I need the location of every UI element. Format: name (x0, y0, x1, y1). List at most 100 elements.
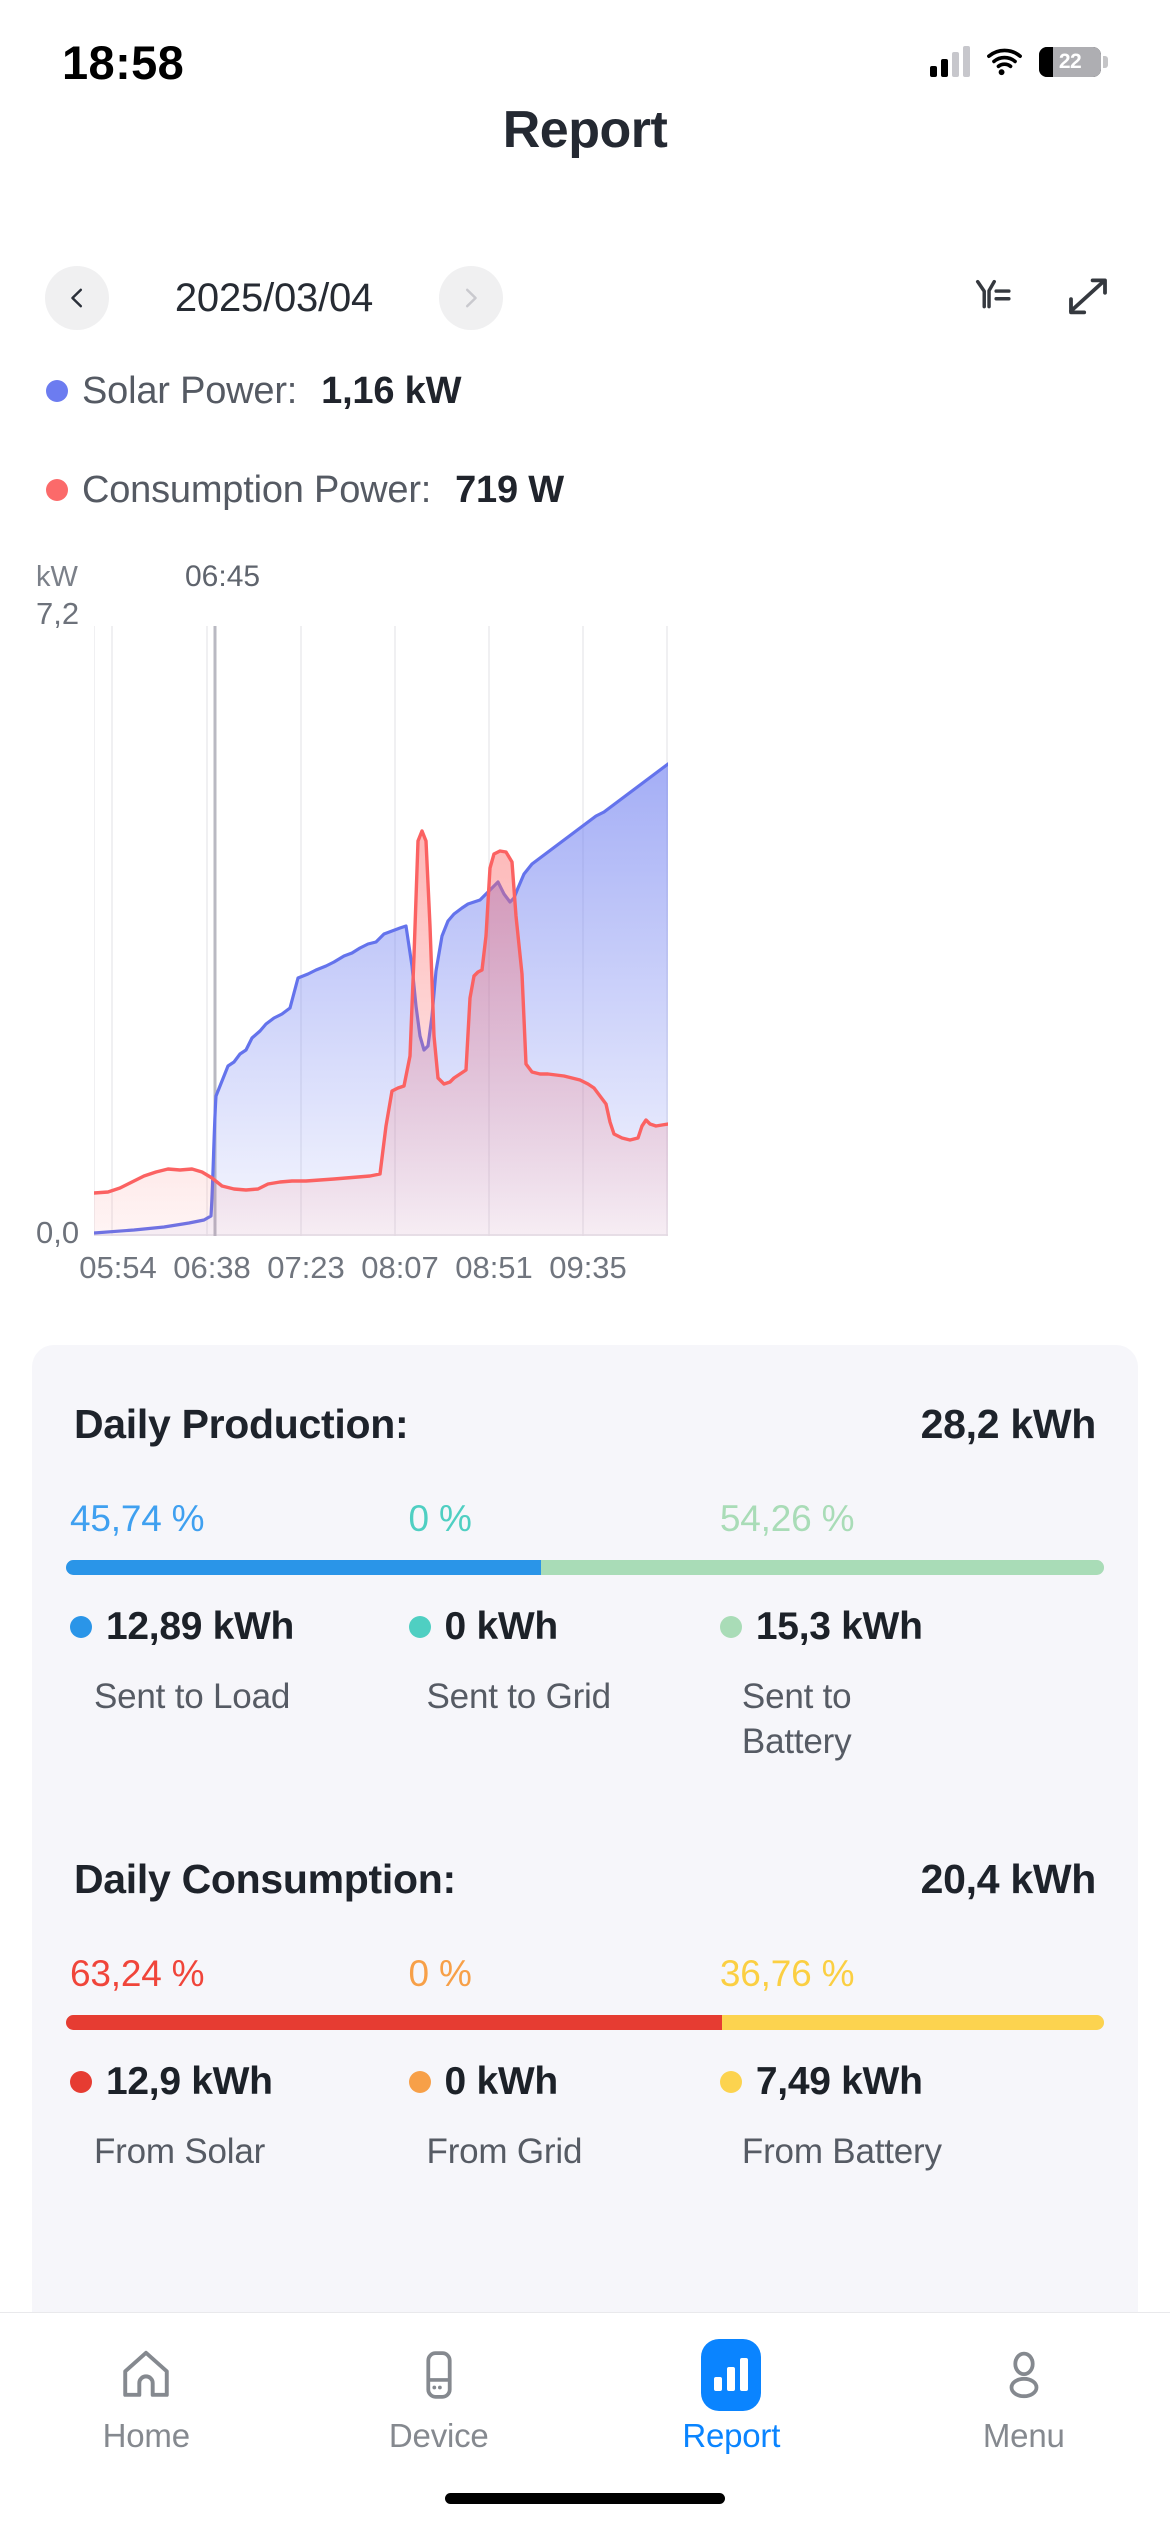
tab-home[interactable]: Home (0, 2339, 293, 2455)
consumption-value-grid-cell: 0 kWh (408, 2060, 720, 2104)
battery-level-label: 22 (1058, 50, 1082, 73)
tab-menu[interactable]: Menu (878, 2339, 1170, 2455)
chevron-right-icon (465, 288, 477, 308)
production-value-load-cell: 12,89 kWh (66, 1605, 409, 1649)
consumption-value-battery: 7,49 kWh (755, 2060, 923, 2103)
fullscreen-button[interactable] (1053, 267, 1125, 329)
filter-button[interactable] (959, 267, 1031, 329)
consumption-bar-segment-battery (722, 2015, 1104, 2030)
bar-chart-icon-wrap (701, 2339, 762, 2411)
production-value-grid: 0 kWh (444, 1605, 559, 1648)
production-progress-bar (66, 1560, 1104, 1575)
battery-cap (1103, 56, 1108, 68)
consumption-value-solar: 12,9 kWh (106, 2060, 273, 2103)
legend-item-solar: Solar Power: 1,16 kW (0, 360, 1170, 422)
person-icon-wrap (995, 2339, 1053, 2411)
chart-legend: Solar Power: 1,16 kW Consumption Power: … (0, 360, 1170, 521)
chevron-left-icon (71, 288, 83, 308)
status-time: 18:58 (62, 35, 185, 89)
consumption-card-header: Daily Consumption: 20,4 kWh (32, 1800, 1138, 1903)
consumption-value-battery-cell: 7,49 kWh (719, 2060, 1104, 2104)
production-label-load: Sent to Load (94, 1677, 291, 1716)
solar-power-dot (46, 380, 68, 402)
production-value-grid-cell: 0 kWh (408, 1605, 720, 1649)
production-dot-grid (408, 1616, 431, 1638)
legend-item-consumption: Consumption Power: 719 W (0, 459, 1170, 521)
device-icon (426, 2351, 452, 2399)
production-percent-grid: 0 % (408, 1498, 472, 1539)
device-icon-wrap (410, 2339, 468, 2411)
fullscreen-icon (1069, 278, 1107, 315)
x-tick-3: 08:07 (361, 1250, 439, 1285)
consumption-value-grid: 0 kWh (444, 2060, 559, 2103)
production-total: 28,2 kWh (920, 1401, 1097, 1447)
chart-annotation-label: 06:45 (185, 560, 261, 593)
consumption-dot-battery (719, 2071, 742, 2093)
consumption-label-battery: From Battery (741, 2132, 942, 2171)
consumption-label-row: From Solar From Grid From Battery (32, 2104, 1138, 2175)
home-icon-wrap (116, 2339, 176, 2411)
production-percent-load: 45,74 % (70, 1498, 205, 1539)
production-label-row: Sent to Load Sent to Grid Sent to Batter… (32, 1649, 1138, 1765)
production-percent-row: 45,74 % 0 % 54,26 % (32, 1448, 1138, 1540)
production-label-battery: Sent to Battery (741, 1677, 852, 1761)
consumption-power-area (94, 831, 668, 1236)
production-value-battery-cell: 15,3 kWh (719, 1605, 1104, 1649)
x-tick-4: 08:51 (455, 1250, 533, 1285)
home-indicator[interactable] (445, 2493, 725, 2504)
solar-power-line (94, 762, 668, 1235)
legend-label-consumption: Consumption Power: (82, 468, 432, 511)
production-dot-battery (719, 1616, 742, 1638)
consumption-power-dot (46, 479, 68, 501)
y-axis-unit-label: kW (36, 561, 78, 593)
tab-label-report: Report (682, 2417, 781, 2454)
filter-icon (975, 279, 1011, 309)
next-day-button[interactable] (439, 266, 503, 330)
status-bar: 18:58 22 (0, 0, 1170, 110)
tab-label-device: Device (388, 2417, 489, 2454)
home-icon (123, 2350, 169, 2397)
tab-device[interactable]: Device (293, 2339, 586, 2455)
y-axis-max-tick: 7,2 (36, 596, 80, 631)
legend-value-consumption: 719 W (455, 468, 564, 511)
tab-label-home: Home (102, 2417, 190, 2454)
consumption-progress-bar (66, 2015, 1104, 2030)
production-bar-segment-battery (540, 1560, 1104, 1575)
battery-icon: 22 (1039, 47, 1101, 77)
tab-report[interactable]: Report (585, 2339, 878, 2455)
production-title: Daily Production: (74, 1401, 409, 1447)
x-tick-2: 07:23 (267, 1250, 345, 1285)
production-dot-load (70, 1616, 92, 1638)
y-axis-min-tick: 0,0 (36, 1215, 80, 1250)
consumption-percent-battery: 36,76 % (719, 1953, 855, 1994)
consumption-percent-solar: 63,24 % (70, 1953, 205, 1994)
production-value-row: 12,89 kWh 0 kWh 15,3 kWh (32, 1575, 1138, 1649)
current-date-label[interactable]: 2025/03/04 (174, 275, 374, 320)
consumption-value-row: 12,9 kWh 0 kWh 7,49 kWh (32, 2030, 1138, 2104)
production-card-header: Daily Production: 28,2 kWh (32, 1345, 1138, 1448)
consumption-title: Daily Consumption: (74, 1856, 456, 1902)
person-icon (1009, 2351, 1039, 2399)
bar-chart-icon (701, 2339, 762, 2411)
production-label-grid: Sent to Grid (426, 1677, 612, 1716)
consumption-value-solar-cell: 12,9 kWh (66, 2060, 409, 2104)
production-bar-segment-load (66, 1560, 541, 1575)
consumption-bar-segment-solar (66, 2015, 723, 2030)
consumption-dot-solar (70, 2071, 92, 2093)
consumption-label-grid: From Grid (426, 2132, 583, 2171)
consumption-percent-grid: 0 % (408, 1953, 472, 1994)
legend-value-solar: 1,16 kW (321, 369, 462, 412)
previous-day-button[interactable] (45, 266, 109, 330)
power-chart[interactable]: kW 7,2 0,0 06:45 (0, 560, 1170, 1300)
tab-label-menu: Menu (982, 2417, 1065, 2454)
page-title: Report (502, 101, 668, 159)
consumption-dot-grid (408, 2071, 431, 2093)
bottom-tab-bar: Home Device Report (0, 2312, 1170, 2532)
legend-label-solar: Solar Power: (82, 369, 298, 412)
x-tick-5: 09:35 (549, 1250, 627, 1285)
chart-plot-area (94, 626, 668, 1236)
cellular-signal-icon (930, 46, 970, 77)
x-tick-1: 06:38 (173, 1250, 251, 1285)
consumption-power-line (94, 829, 668, 1195)
